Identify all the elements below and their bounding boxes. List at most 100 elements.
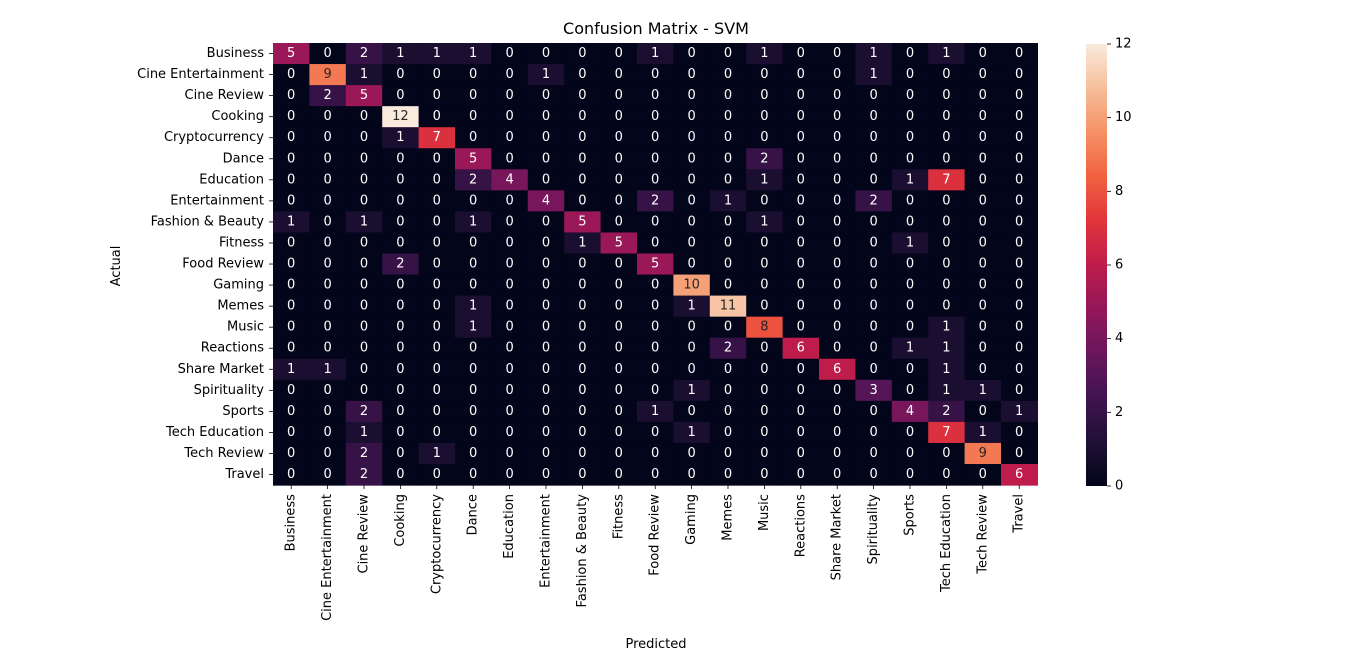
- cell-value-label: 0: [396, 193, 404, 208]
- cell-value-label: 0: [1015, 151, 1023, 166]
- cell-value-label: 0: [433, 467, 441, 482]
- cell-value-label: 0: [505, 151, 513, 166]
- cell-value-label: 0: [433, 425, 441, 440]
- heatmap-cell: [746, 379, 784, 402]
- heatmap-cell: [309, 358, 347, 381]
- cell-value-label: 0: [615, 130, 623, 145]
- heatmap-cell: [527, 43, 565, 65]
- cell-value-label: 0: [578, 446, 586, 461]
- heatmap-cell: [709, 85, 747, 107]
- cell-value-label: 1: [360, 425, 368, 440]
- cell-value-label: 0: [433, 193, 441, 208]
- heatmap-cell: [455, 379, 492, 402]
- cell-value-label: 0: [396, 299, 404, 314]
- cell-value-label: 0: [651, 320, 659, 335]
- cell-value-label: 0: [323, 257, 331, 272]
- heatmap-cell: [928, 442, 966, 465]
- y-tick-label: Spirituality: [194, 383, 265, 398]
- cell-value-label: 0: [287, 151, 295, 166]
- cell-value-label: 0: [760, 446, 768, 461]
- heatmap-cell: [382, 295, 420, 318]
- cell-value-label: 0: [578, 46, 586, 61]
- heatmap-cell: [891, 169, 929, 191]
- cell-value-label: 0: [833, 425, 841, 440]
- heatmap-cell: [673, 295, 711, 318]
- heatmap-cell: [1001, 148, 1038, 170]
- heatmap-cell: [273, 337, 310, 360]
- cell-value-label: 2: [360, 467, 368, 482]
- cell-value-label: 0: [760, 383, 768, 398]
- cell-value-label: 0: [433, 362, 441, 377]
- cell-value-label: 0: [505, 109, 513, 124]
- x-tick-label: Tech Review: [975, 494, 990, 575]
- cell-value-label: 0: [797, 404, 805, 419]
- cell-value-label: 0: [833, 172, 841, 187]
- heatmap-cell: [455, 442, 492, 465]
- cell-value-label: 0: [833, 214, 841, 229]
- heatmap-cell: [309, 400, 347, 423]
- cell-value-label: 0: [1015, 109, 1023, 124]
- heatmap-cell: [455, 43, 492, 65]
- heatmap-cell: [928, 232, 966, 255]
- cell-value-label: 0: [979, 278, 987, 293]
- cell-value-label: 1: [651, 46, 659, 61]
- heatmap-cell: [418, 190, 456, 212]
- cell-value-label: 0: [942, 278, 950, 293]
- cell-value-label: 0: [760, 88, 768, 103]
- heatmap-cell: [564, 464, 602, 486]
- heatmap-cell: [746, 316, 784, 339]
- heatmap-cell: [964, 274, 1002, 297]
- heatmap-cell: [1001, 295, 1038, 318]
- cell-value-label: 0: [797, 88, 805, 103]
- cell-value-label: 0: [287, 235, 295, 250]
- heatmap-cell: [637, 400, 674, 423]
- heatmap-cell: [527, 464, 565, 486]
- heatmap-cell: [964, 148, 1002, 170]
- cell-value-label: 0: [797, 193, 805, 208]
- heatmap-cell: [600, 358, 638, 381]
- cell-value-label: 0: [542, 341, 550, 356]
- cell-value-label: 0: [724, 235, 732, 250]
- heatmap-cell: [964, 232, 1002, 255]
- cell-value-label: 2: [760, 151, 768, 166]
- cell-value-label: 0: [797, 362, 805, 377]
- heatmap-cell: [564, 232, 602, 255]
- cell-value-label: 0: [797, 67, 805, 82]
- heatmap-cell: [491, 421, 529, 444]
- cell-value-label: 0: [797, 130, 805, 145]
- cell-value-label: 0: [724, 214, 732, 229]
- heatmap-cell: [964, 358, 1002, 381]
- cell-value-label: 0: [797, 425, 805, 440]
- y-tick-label: Travel: [224, 467, 264, 482]
- cell-value-label: 4: [906, 404, 914, 419]
- cell-value-label: 0: [1015, 341, 1023, 356]
- heatmap-cell: [855, 85, 893, 107]
- cell-value-label: 2: [323, 88, 331, 103]
- cell-value-label: 0: [979, 235, 987, 250]
- cell-value-label: 2: [469, 172, 477, 187]
- x-tick-label: Cooking: [393, 494, 408, 547]
- heatmap-cell: [782, 337, 820, 360]
- heatmap-cell: [564, 190, 602, 212]
- cell-value-label: 0: [760, 467, 768, 482]
- heatmap-cell: [819, 106, 856, 128]
- heatmap-cell: [637, 442, 674, 465]
- cell-value-label: 0: [469, 257, 477, 272]
- cell-value-label: 0: [323, 278, 331, 293]
- cell-value-label: 0: [542, 278, 550, 293]
- cell-value-label: 0: [906, 130, 914, 145]
- cell-value-label: 0: [469, 425, 477, 440]
- heatmap-cell: [527, 232, 565, 255]
- cell-value-label: 0: [979, 193, 987, 208]
- heatmap-cell: [855, 211, 893, 234]
- cell-value-label: 0: [578, 425, 586, 440]
- heatmap-cell: [891, 127, 929, 149]
- heatmap-cell: [782, 85, 820, 107]
- cell-value-label: 0: [433, 88, 441, 103]
- heatmap-cell: [345, 85, 383, 107]
- y-tick-label: Gaming: [213, 278, 264, 293]
- heatmap-cell: [273, 190, 310, 212]
- heatmap-cell: [455, 190, 492, 212]
- heatmap-cell: [600, 64, 638, 86]
- heatmap-cell: [709, 106, 747, 128]
